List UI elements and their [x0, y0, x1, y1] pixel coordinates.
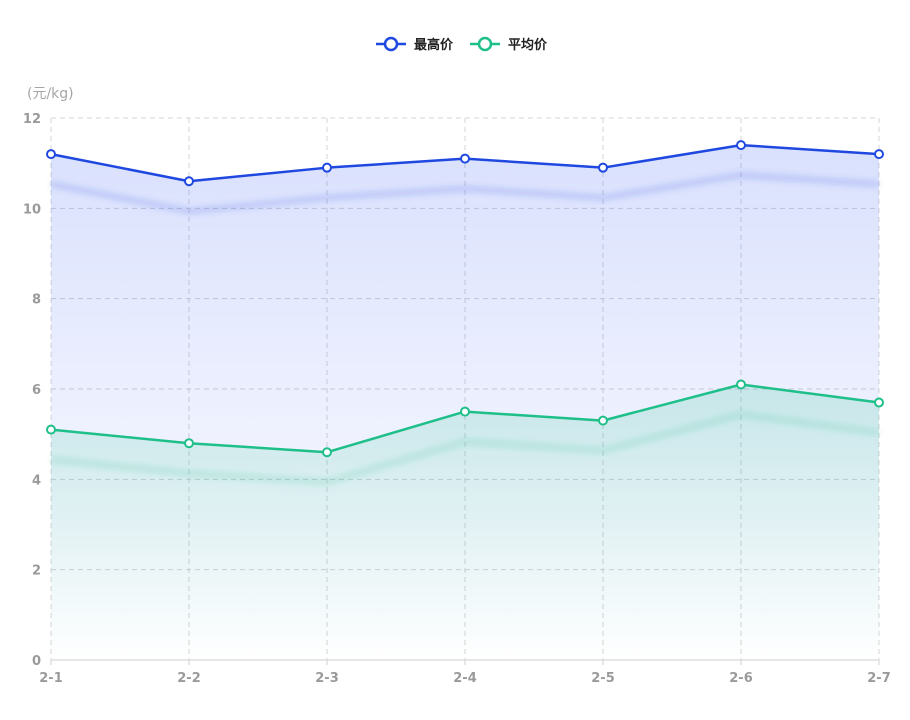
data-point[interactable]: [598, 415, 608, 426]
data-points[interactable]: [46, 140, 884, 458]
data-point[interactable]: [46, 149, 56, 160]
y-tick-label: 10: [23, 202, 41, 217]
x-tick-label: 2-3: [315, 671, 339, 686]
line-shadows: [50, 172, 880, 486]
data-point[interactable]: [322, 162, 332, 173]
legend-label: 最高价: [414, 37, 454, 53]
series-shadow-2: [50, 411, 880, 486]
axis-ticks: 0 2 4 6 8 10 12 2-1 2-2 2-3 2-4 2-5 2-6 2-7: [23, 112, 891, 686]
legend-marker-icon: [383, 36, 399, 52]
x-tick-label: 2-7: [867, 671, 891, 686]
data-point[interactable]: [184, 438, 194, 449]
y-tick-label: 8: [32, 293, 41, 308]
data-point[interactable]: [460, 153, 470, 164]
area-fills: [51, 145, 879, 661]
y-axis-unit-label: (元/kg): [27, 86, 74, 102]
legend[interactable]: 最高价 平均价: [376, 36, 548, 53]
y-tick-label: 6: [32, 383, 41, 398]
data-point[interactable]: [46, 424, 56, 435]
x-tick-label: 2-6: [729, 671, 753, 686]
data-point[interactable]: [598, 162, 608, 173]
x-tick-label: 2-5: [591, 671, 615, 686]
legend-label: 平均价: [508, 37, 548, 53]
y-tick-label: 12: [23, 112, 41, 127]
series-shadow-1: [50, 172, 880, 215]
legend-item-1[interactable]: 最高价: [376, 36, 454, 53]
data-point[interactable]: [874, 397, 884, 408]
y-tick-label: 4: [32, 473, 41, 488]
data-point[interactable]: [874, 149, 884, 160]
data-point[interactable]: [736, 379, 746, 390]
data-point[interactable]: [184, 176, 194, 187]
data-point[interactable]: [736, 140, 746, 151]
series-area-2: [51, 384, 879, 660]
data-point[interactable]: [460, 406, 470, 417]
data-point[interactable]: [322, 447, 332, 458]
x-tick-label: 2-2: [177, 671, 201, 686]
y-tick-label: 2: [32, 564, 41, 579]
y-tick-label: 0: [32, 654, 41, 669]
legend-marker-icon: [477, 36, 493, 52]
x-tick-label: 2-1: [39, 671, 63, 686]
x-tick-label: 2-4: [453, 671, 477, 686]
legend-item-2[interactable]: 平均价: [470, 36, 548, 53]
